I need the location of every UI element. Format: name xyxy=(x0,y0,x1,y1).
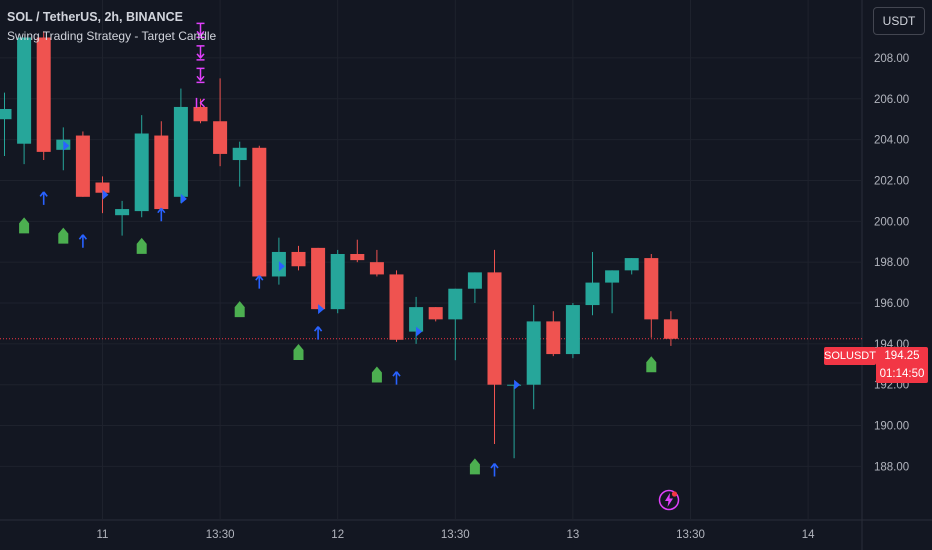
exit-marker xyxy=(195,97,206,108)
candle-down xyxy=(193,106,208,122)
x-tick-label: 12 xyxy=(331,529,344,541)
entry-marker xyxy=(416,326,423,337)
bar-countdown: 01:14:50 xyxy=(879,368,925,380)
currency-button[interactable]: USDT xyxy=(873,7,925,35)
candle-up xyxy=(134,133,149,212)
y-tick-label: 198.00 xyxy=(874,257,909,269)
candle-up xyxy=(0,108,12,120)
entry-marker xyxy=(318,304,325,315)
candle-up xyxy=(565,305,580,355)
candle-down xyxy=(644,258,659,320)
candle-down xyxy=(350,254,365,261)
buy-signal-marker xyxy=(293,344,304,361)
buy-signal-marker xyxy=(234,301,245,318)
buy-arrow-marker xyxy=(78,234,88,248)
x-tick-label: 14 xyxy=(802,529,815,541)
buy-signal-marker xyxy=(19,217,30,234)
candle-down xyxy=(546,321,561,355)
y-tick-label: 204.00 xyxy=(874,135,909,147)
candle-up xyxy=(585,282,600,306)
last-price-box: 194.25 01:14:50 xyxy=(876,347,928,383)
sell-signal-marker xyxy=(196,22,205,39)
buy-arrow-marker xyxy=(392,371,401,385)
buy-signal-marker xyxy=(469,458,480,475)
candle-down xyxy=(369,262,384,275)
chart-title: SOL / TetherUS, 2h, BINANCE xyxy=(7,10,183,24)
y-tick-label: 196.00 xyxy=(874,298,909,310)
symbol-price-label: SOLUSDT xyxy=(824,347,876,365)
buy-arrow-marker xyxy=(255,275,264,289)
candle-down xyxy=(663,319,678,339)
candle-down xyxy=(213,121,228,154)
candle-up xyxy=(467,272,482,289)
candle-down xyxy=(36,37,51,152)
y-tick-label: 188.00 xyxy=(874,461,909,473)
buy-arrow-marker xyxy=(39,191,48,205)
y-tick-label: 206.00 xyxy=(874,94,909,106)
entry-marker xyxy=(102,189,109,200)
candle-up xyxy=(330,254,345,310)
candle-down xyxy=(75,135,90,197)
lightning-bolt-icon[interactable] xyxy=(658,489,680,511)
buy-arrow-marker xyxy=(157,207,166,222)
indicator-name[interactable]: Swing Trading Strategy - Target Candle xyxy=(7,29,217,43)
x-tick-label: 13:30 xyxy=(206,529,235,541)
sell-signal-marker xyxy=(196,45,205,61)
candle-down xyxy=(389,274,404,340)
entry-marker xyxy=(278,261,285,272)
candle-down xyxy=(154,135,169,210)
buy-signal-marker xyxy=(136,237,147,254)
entry-marker xyxy=(63,140,70,151)
candle-up xyxy=(605,270,620,283)
y-tick-label: 202.00 xyxy=(874,175,909,187)
candle-down xyxy=(252,147,267,277)
x-tick-label: 11 xyxy=(97,529,109,541)
candle-up xyxy=(17,37,32,144)
entry-marker xyxy=(514,379,521,390)
x-tick-label: 13:30 xyxy=(441,529,470,541)
x-tick-label: 13 xyxy=(567,529,580,541)
x-tick-label: 13:30 xyxy=(676,529,705,541)
candle-up xyxy=(173,106,188,197)
candle-up xyxy=(526,321,541,385)
y-tick-label: 208.00 xyxy=(874,53,909,65)
candle-up xyxy=(624,258,639,271)
entry-marker xyxy=(180,193,187,204)
buy-signal-marker xyxy=(371,366,382,383)
candle-down xyxy=(95,182,110,193)
candle-down xyxy=(291,251,306,267)
buy-arrow-marker xyxy=(490,463,499,477)
buy-signal-marker xyxy=(646,356,657,373)
buy-arrow-marker xyxy=(313,326,323,340)
candle-up xyxy=(115,209,130,216)
candle-down xyxy=(487,272,502,385)
candle-up xyxy=(232,147,247,161)
candle-down xyxy=(428,307,443,320)
candle-up xyxy=(448,288,463,320)
sell-signal-marker xyxy=(196,67,205,84)
candle-down xyxy=(311,247,326,310)
last-price-value: 194.25 xyxy=(884,350,920,362)
y-tick-label: 200.00 xyxy=(874,216,909,228)
y-tick-label: 190.00 xyxy=(874,421,909,433)
buy-signal-marker xyxy=(58,227,69,244)
candle-up xyxy=(409,307,424,332)
